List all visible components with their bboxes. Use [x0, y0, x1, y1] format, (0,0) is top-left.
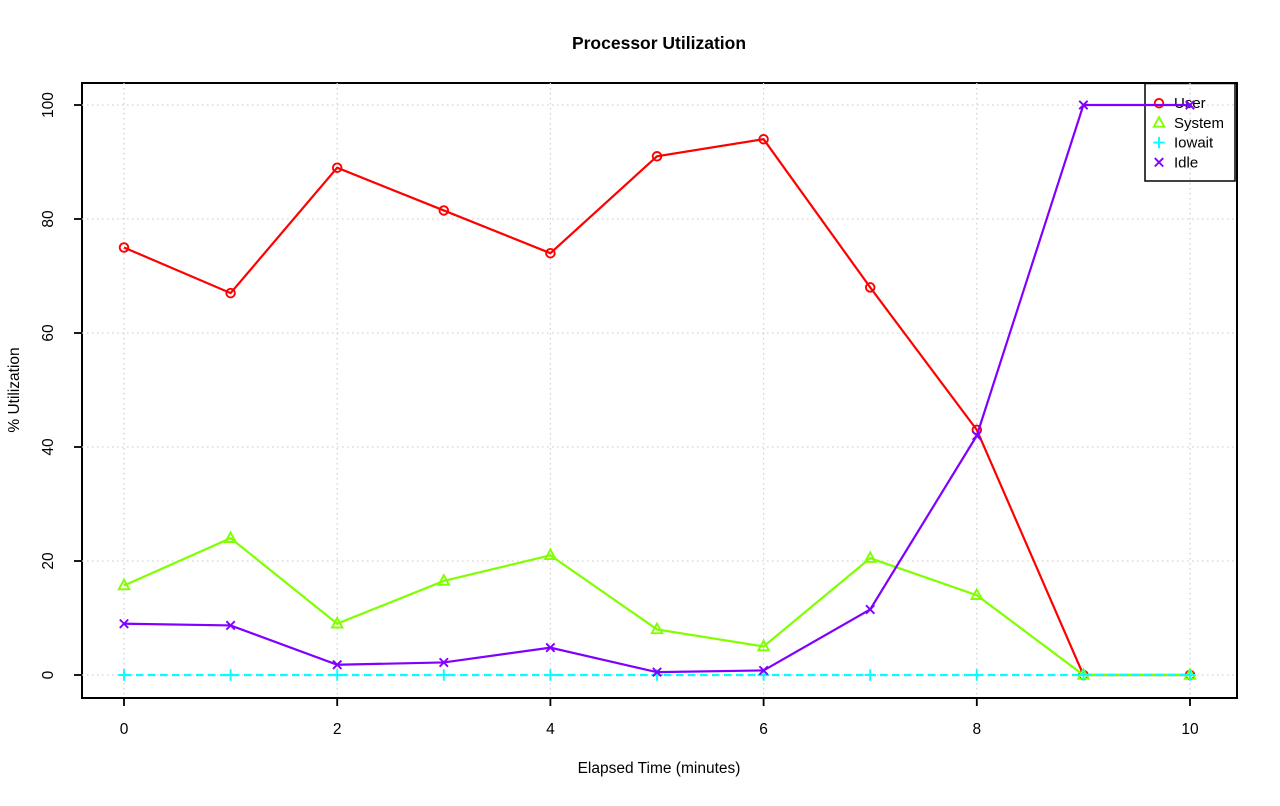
- marker-system: [756, 638, 771, 652]
- marker-iowait: [224, 669, 237, 681]
- marker-idle: [545, 642, 556, 653]
- y-tick-label: 100: [40, 92, 57, 118]
- marker-user: [438, 205, 450, 216]
- marker-idle: [332, 659, 343, 670]
- marker-user: [864, 282, 876, 293]
- marker-system: [330, 615, 344, 629]
- marker-iowait: [118, 669, 130, 681]
- marker-iowait: [971, 669, 983, 681]
- x-tick-label: 2: [333, 721, 342, 738]
- marker-idle: [971, 430, 982, 441]
- marker-idle: [865, 604, 876, 615]
- marker-idle: [1185, 100, 1195, 110]
- marker-idle: [652, 667, 662, 678]
- series-line-system: [123, 536, 1190, 677]
- marker-idle: [758, 665, 769, 676]
- legend-marker-iowait: [1153, 136, 1165, 149]
- plot-border: [81, 82, 1238, 699]
- marker-iowait: [1077, 669, 1090, 681]
- marker-user: [225, 287, 236, 299]
- marker-system: [970, 587, 984, 600]
- y-axis-title: % Utilization: [6, 347, 23, 432]
- series-line-idle: [123, 103, 1190, 674]
- y-tick-label: 40: [40, 438, 57, 456]
- x-axis-title: Elapsed Time (minutes): [578, 760, 741, 777]
- x-tick-label: 10: [1181, 721, 1199, 738]
- legend-label-system: System: [1174, 115, 1224, 132]
- marker-user: [331, 162, 343, 173]
- marker-system: [117, 577, 131, 591]
- marker-idle: [225, 620, 236, 631]
- x-tick-label: 0: [120, 721, 129, 738]
- marker-system: [650, 621, 664, 635]
- y-tick-label: 60: [40, 324, 57, 342]
- marker-idle: [119, 618, 129, 629]
- marker-idle: [1078, 100, 1089, 110]
- marker-user: [651, 151, 663, 162]
- marker-iowait: [544, 669, 557, 681]
- y-tick-label: 20: [40, 552, 57, 570]
- legend-marker-user: [1153, 97, 1165, 109]
- marker-iowait: [1184, 669, 1196, 681]
- marker-idle: [438, 657, 449, 668]
- marker-system: [437, 573, 451, 586]
- marker-iowait: [864, 669, 876, 681]
- marker-user: [545, 247, 556, 259]
- marker-system: [863, 550, 877, 563]
- chart-title: Processor Utilization: [572, 33, 746, 53]
- marker-system: [223, 530, 238, 543]
- marker-user: [118, 242, 130, 253]
- marker-user: [758, 133, 769, 145]
- y-tick-label: 80: [40, 210, 57, 228]
- x-tick-label: 8: [972, 721, 981, 738]
- y-tick-label: 0: [40, 670, 57, 679]
- legend-label-idle: Idle: [1174, 154, 1198, 171]
- marker-iowait: [438, 669, 450, 681]
- legend-marker-idle: [1154, 157, 1164, 168]
- x-tick-label: 6: [759, 721, 768, 738]
- marker-system: [543, 547, 558, 561]
- marker-iowait: [331, 669, 343, 681]
- x-tick-label: 4: [546, 721, 555, 738]
- legend-label-iowait: Iowait: [1174, 135, 1214, 152]
- legend-marker-system: [1152, 115, 1166, 128]
- series-line-user: [123, 138, 1190, 677]
